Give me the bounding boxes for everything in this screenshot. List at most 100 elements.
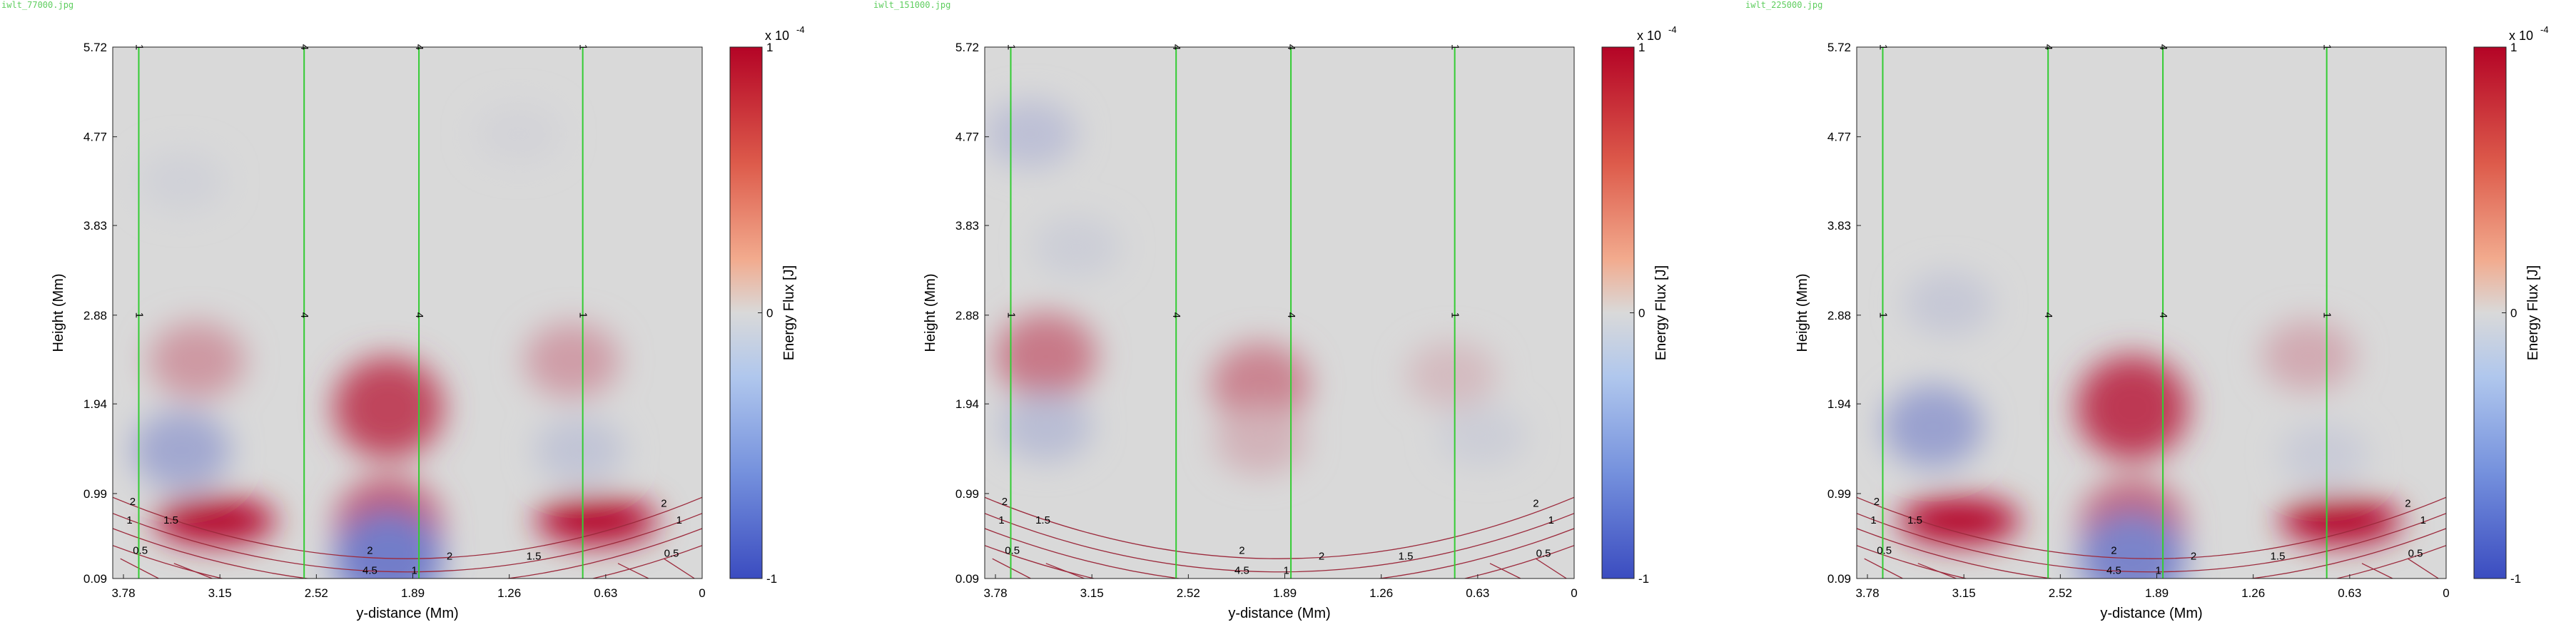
- contour-line: [173, 563, 213, 579]
- flux-blob: [995, 312, 1097, 399]
- contour-lines: [985, 496, 1574, 579]
- colorbar-label: Energy Flux [J]: [2525, 265, 2541, 360]
- flux-field: [1883, 271, 2401, 579]
- flux-blob: [148, 322, 245, 399]
- flux-blob: [132, 410, 231, 490]
- x-tick-label: 1.26: [2241, 586, 2265, 600]
- x-axis-label: y-distance (Mm): [2100, 606, 2202, 621]
- green-line-label: 1: [133, 312, 146, 318]
- colorbar-exponent: x 10: [2509, 29, 2533, 43]
- contour-label: 1.5: [1907, 514, 1922, 526]
- x-tick-label: 3.78: [983, 586, 1007, 600]
- x-tick-label: 2.52: [1177, 586, 1200, 600]
- contour-label: 1: [126, 514, 132, 526]
- contour-label: 4.5: [1234, 564, 1249, 576]
- contour-line: [1857, 528, 2446, 579]
- x-tick-label: 3.78: [1855, 586, 1879, 600]
- contour-label: 2: [130, 496, 136, 508]
- y-tick-label: 2.88: [955, 309, 979, 322]
- y-tick-label: 0.09: [955, 572, 979, 586]
- contour-label: 1.5: [1399, 551, 1414, 563]
- y-tick-label: 3.83: [83, 219, 107, 233]
- x-tick-label: 1.26: [1369, 586, 1393, 600]
- colorbar-tick-label: 1: [766, 41, 773, 54]
- x-tick-label: 1.89: [2145, 586, 2169, 600]
- contour-label: 2: [447, 551, 452, 563]
- y-tick-label: 3.83: [955, 219, 979, 233]
- colorbar-exponent: x 10: [1637, 29, 1661, 43]
- contour-line: [985, 513, 1574, 573]
- flux-blob: [1903, 271, 1994, 337]
- contour-label: 0.5: [133, 545, 148, 557]
- colorbar-tick-label: 0: [766, 307, 773, 320]
- flux-blob: [999, 391, 1092, 462]
- contour-line: [2408, 558, 2439, 579]
- y-tick-label: 0.09: [83, 572, 107, 586]
- contour-label: 2: [661, 497, 666, 509]
- flux-blob: [138, 151, 226, 212]
- colorbar-exponent-power: -4: [796, 24, 805, 35]
- x-tick-label: 1.89: [1273, 586, 1297, 600]
- contour-label: 0.5: [1536, 548, 1551, 560]
- contour-label: 0.5: [664, 548, 679, 560]
- green-line-label: 1: [1449, 312, 1461, 318]
- colorbar-tick-label: 1: [2510, 41, 2517, 54]
- x-tick-label: 0: [699, 586, 705, 600]
- contour-label: 1.5: [163, 514, 178, 526]
- flux-blob: [985, 99, 1077, 168]
- panel-filename: iwlt_151000.jpg: [873, 0, 951, 10]
- y-tick-label: 0.99: [955, 487, 979, 501]
- panel-filename: iwlt_77000.jpg: [1, 0, 74, 10]
- x-tick-label: 1.89: [401, 586, 425, 600]
- contour-label: 2: [2405, 497, 2410, 509]
- y-axis-label: Height (Mm): [1795, 273, 1810, 352]
- contour-line: [1536, 558, 1567, 579]
- flux-blob: [475, 103, 562, 164]
- y-tick-label: 1.94: [1827, 397, 1851, 411]
- x-tick-label: 3.15: [1080, 586, 1104, 600]
- plot-frame: [112, 46, 703, 579]
- flux-blob: [1032, 215, 1121, 279]
- contour-label: 2: [367, 545, 372, 557]
- green-line-label: 4: [1285, 312, 1297, 318]
- colorbar-exponent-power: -4: [2540, 24, 2549, 35]
- green-line-label: 4: [413, 312, 425, 318]
- contour-line: [1917, 563, 1957, 579]
- contour-line: [120, 558, 159, 579]
- contour-label: 2: [1002, 496, 1008, 508]
- contour-label: 2: [2191, 551, 2196, 563]
- y-tick-label: 5.72: [955, 41, 979, 54]
- x-tick-label: 0: [1571, 586, 1577, 600]
- contour-line: [113, 528, 702, 579]
- colorbar-tick-label: -1: [2510, 572, 2521, 586]
- x-axis-label: y-distance (Mm): [1228, 606, 1330, 621]
- flux-blob: [535, 498, 657, 544]
- green-line-label: 4: [298, 312, 310, 318]
- contour-line: [1857, 513, 2446, 573]
- contour-line: [985, 528, 1574, 579]
- colorbar-tick-label: 0: [2510, 307, 2517, 320]
- contour-line: [1489, 563, 1521, 579]
- contour-label: 1: [411, 564, 417, 576]
- green-line-label: 4: [1170, 312, 1182, 318]
- flux-blob: [2076, 355, 2189, 461]
- contour-line: [992, 558, 1031, 579]
- heatmap-panel: 1 4 4 11 4 4 121 1.50.5 24.52 1.5210.510.090.991.…: [51, 24, 805, 621]
- colorbar-label: Energy Flux [J]: [1653, 265, 1669, 360]
- flux-blob: [1438, 404, 1527, 467]
- y-tick-label: 0.99: [1827, 487, 1851, 501]
- colorbar-exponent-power: -4: [1668, 24, 1677, 35]
- green-line-label: 4: [2042, 312, 2054, 318]
- contour-line: [1045, 563, 1085, 579]
- colorbar-exponent: x 10: [765, 29, 789, 43]
- flux-blob: [333, 356, 444, 459]
- contour-label: 1.5: [2271, 551, 2286, 563]
- colorbar: [2473, 46, 2507, 579]
- x-tick-label: 0.63: [2338, 586, 2361, 600]
- green-line-label: 1: [1005, 312, 1018, 318]
- x-tick-label: 3.15: [208, 586, 232, 600]
- contour-line: [1857, 496, 2446, 559]
- colorbar: [1601, 46, 1635, 579]
- y-tick-label: 1.94: [83, 397, 107, 411]
- y-tick-label: 4.77: [83, 131, 107, 144]
